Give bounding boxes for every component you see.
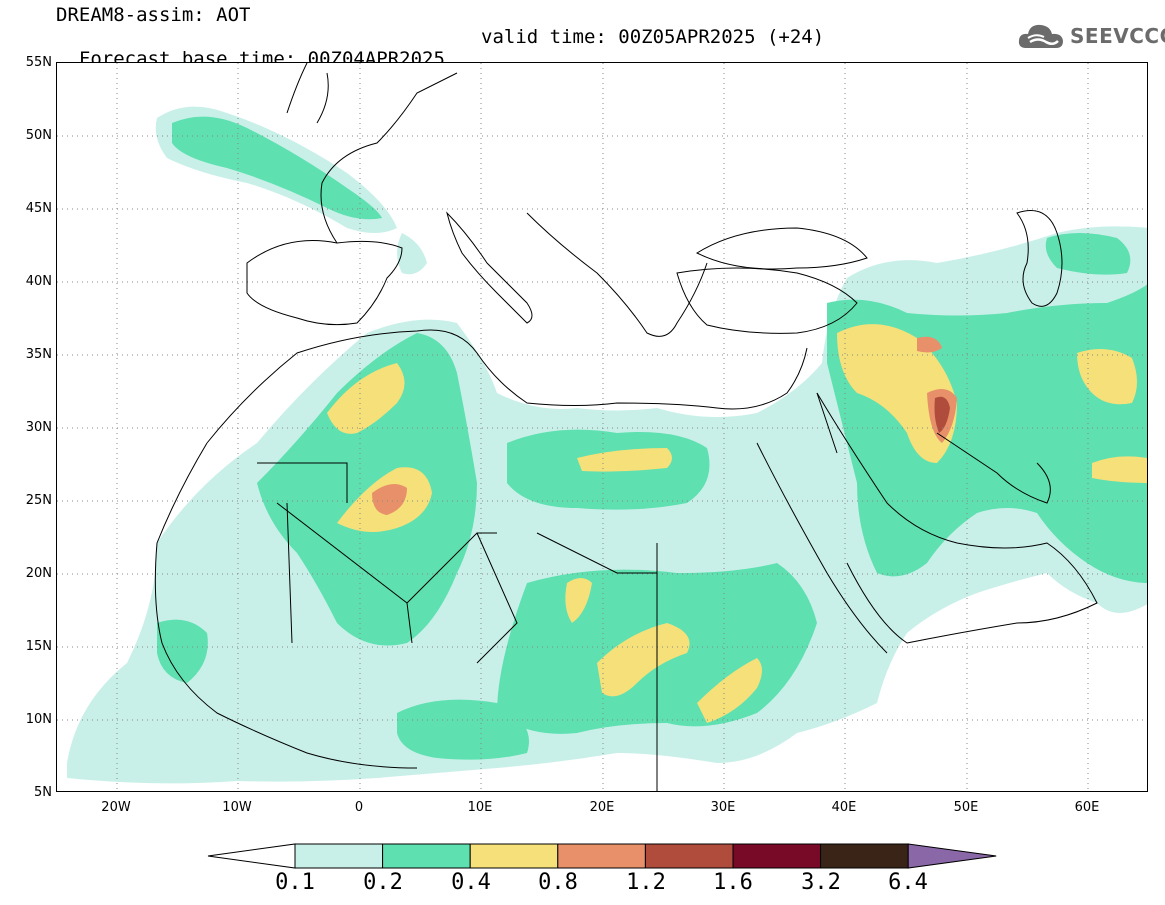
lat-label: 25N (25, 493, 52, 508)
colorbar-box (557, 843, 646, 869)
lon-label: 50E (953, 800, 979, 815)
colorbar-box (732, 843, 822, 869)
colorbar-tick: 1.6 (713, 870, 753, 895)
lon-label: 20E (589, 800, 615, 815)
lat-label: 15N (25, 639, 52, 654)
colorbar-tick: 0.4 (451, 870, 491, 895)
lon-label: 10W (222, 800, 252, 815)
map-title: DREAM8-assim: AOT (56, 4, 251, 26)
colorbar-tick: 0.2 (363, 870, 403, 895)
lon-label: 10E (467, 800, 493, 815)
lat-label: 5N (34, 785, 52, 800)
lon-label: 30E (710, 800, 736, 815)
colorbar-tick: 0.8 (538, 870, 578, 895)
colorbar-box (294, 843, 384, 869)
colorbar-box (644, 843, 734, 869)
valid-time: valid time: 00Z05APR2025 (+24) (481, 26, 825, 48)
colorbar-boxes (207, 843, 997, 869)
lat-label: 30N (25, 420, 52, 435)
logo-text: SEEVCCC (1070, 24, 1165, 48)
lon-label: 60E (1074, 800, 1100, 815)
seevccc-logo: SEEVCCC (1016, 18, 1165, 54)
aot-map (56, 62, 1148, 792)
lat-label: 10N (25, 712, 52, 727)
colorbar-box (469, 843, 559, 869)
map-canvas (57, 63, 1147, 791)
aot-contours (67, 106, 1147, 784)
lon-label: 0 (354, 800, 364, 815)
colorbar-tick: 1.2 (626, 870, 666, 895)
lon-label: 20W (101, 800, 131, 815)
lat-label: 20N (25, 566, 52, 581)
lon-label: 40E (831, 800, 857, 815)
lat-label: 55N (25, 55, 52, 70)
lat-label: 45N (25, 201, 52, 216)
colorbar-tick: 3.2 (801, 870, 841, 895)
graticule (57, 63, 1147, 791)
lat-label: 35N (25, 347, 52, 362)
colorbar-arrow-low (207, 843, 296, 869)
colorbar-tick: 6.4 (888, 870, 928, 895)
coastlines (154, 63, 1098, 791)
colorbar-tick: 0.1 (275, 870, 315, 895)
colorbar-box (382, 843, 471, 869)
lat-label: 50N (25, 128, 52, 143)
colorbar-box (820, 843, 909, 869)
lat-label: 40N (25, 274, 52, 289)
cloud-icon (1018, 24, 1063, 48)
colorbar-arrow-high (907, 843, 997, 869)
